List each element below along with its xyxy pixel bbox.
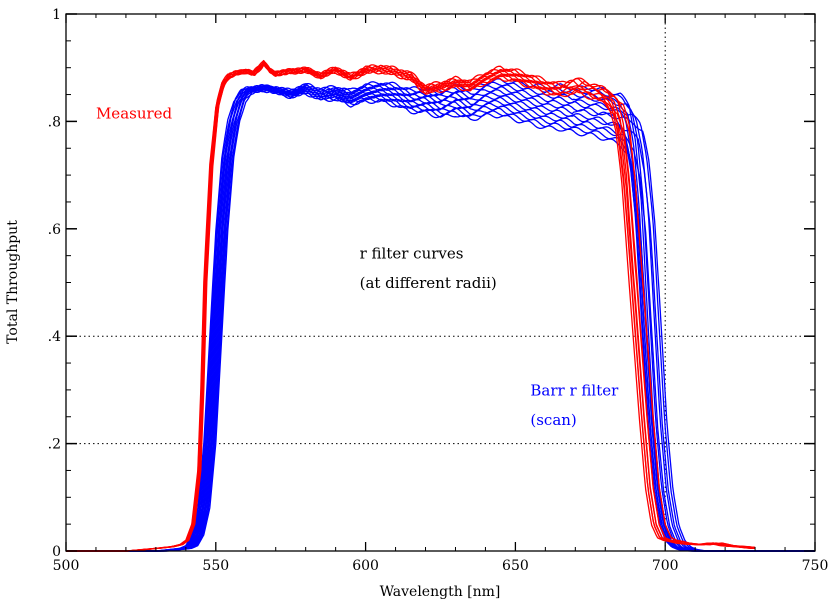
r-filter-annotation-line2: (at different radii) xyxy=(360,274,497,292)
reference-lines xyxy=(66,14,815,551)
series-0-curve-13 xyxy=(66,88,815,552)
y-axis-label: Total Throughput xyxy=(5,220,21,344)
barr-annotation-line1: Barr r filter xyxy=(530,381,619,399)
x-tick-label-0: 500 xyxy=(53,558,80,574)
series-0-curve-12 xyxy=(66,87,815,552)
y-tick-label-0: 0 xyxy=(52,544,61,560)
series-0-curve-11 xyxy=(66,86,815,552)
x-tick-label-2: 600 xyxy=(352,558,379,574)
x-axis-label: Wavelength [nm] xyxy=(380,584,501,600)
x-tick-label-4: 700 xyxy=(652,558,679,574)
y-tick-label-5: 1 xyxy=(52,7,61,23)
y-tick-label-4: .8 xyxy=(48,114,61,130)
series-0-curve-9 xyxy=(66,86,815,552)
series-0-curve-1 xyxy=(66,81,815,552)
axis-ticks xyxy=(65,13,816,552)
series-1-curve-8 xyxy=(66,60,756,552)
series-0-curve-3 xyxy=(66,84,815,552)
r-filter-annotation-line1: r filter curves xyxy=(360,244,464,262)
x-tick-label-5: 750 xyxy=(802,558,829,574)
series-0-curve-5 xyxy=(66,85,815,552)
series-0-curve-7 xyxy=(66,85,815,552)
x-tick-label-1: 550 xyxy=(202,558,229,574)
series-0-curve-8 xyxy=(66,85,815,552)
annotations: Measured r filter curves (at different rad… xyxy=(96,105,619,429)
y-tick-label-1: .2 xyxy=(48,437,61,453)
measured-annotation: Measured xyxy=(96,105,173,123)
x-tick-labels: 500 550 600 650 700 750 xyxy=(53,558,829,574)
series-0-curve-2 xyxy=(66,82,815,552)
series-0-curve-6 xyxy=(66,86,815,552)
y-tick-labels: 0 .2 .4 .6 .8 1 xyxy=(48,7,61,560)
series-1-curve-7 xyxy=(66,62,756,552)
barr-annotation-line2: (scan) xyxy=(530,411,576,429)
y-tick-label-3: .6 xyxy=(48,222,61,238)
series-0-curve-0 xyxy=(66,78,815,552)
x-tick-label-3: 650 xyxy=(502,558,529,574)
y-tick-label-2: .4 xyxy=(48,329,61,345)
series-0-curve-10 xyxy=(66,87,815,552)
series-layer xyxy=(66,59,815,552)
series-0-curve-4 xyxy=(66,84,815,552)
